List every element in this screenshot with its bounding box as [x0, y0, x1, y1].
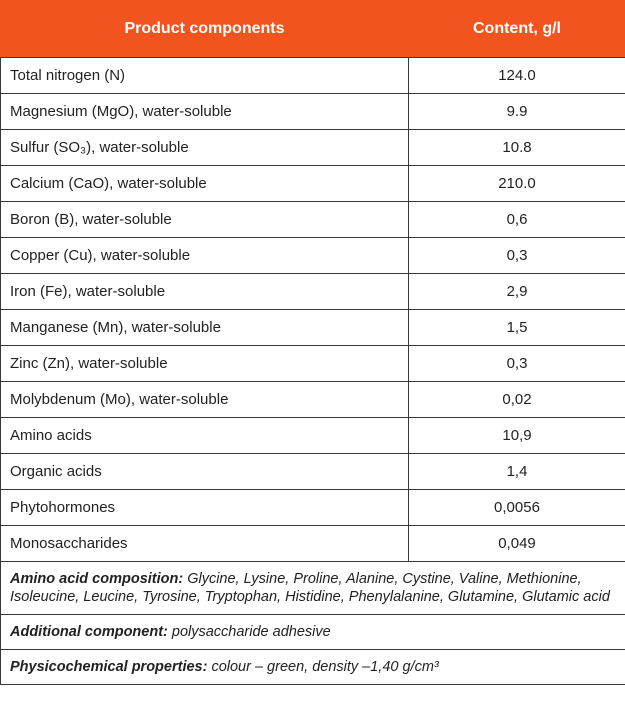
- content-cell: 124.0: [408, 57, 625, 94]
- note-label: Physicochemical properties:: [10, 659, 208, 675]
- header-cell: Product components: [0, 0, 409, 58]
- content-cell: 10,9: [408, 417, 625, 454]
- note-row: Additional component: polysaccharide adhe…: [0, 614, 625, 650]
- table-row: Monosaccharides 0,049: [0, 525, 625, 562]
- note-row: Physicochemical properties: colour – gree…: [0, 649, 625, 685]
- content-cell: 1,5: [408, 309, 625, 346]
- table-row: Copper (Cu), water-soluble 0,3: [0, 237, 625, 274]
- note-text: colour – green, density –1,40 g/cm³: [211, 659, 439, 675]
- component-cell: Sulfur (SO₃), water-soluble: [0, 129, 409, 166]
- content-cell: 0,02: [408, 381, 625, 418]
- content-cell: 10.8: [408, 129, 625, 166]
- component-cell: Phytohormones: [0, 489, 409, 526]
- content-cell: 0,3: [408, 237, 625, 274]
- table-row: Iron (Fe), water-soluble 2,9: [0, 273, 625, 310]
- note-text: Glycine, Lysine, Proline, Alanine, Cysti…: [10, 571, 610, 605]
- component-cell: Calcium (CaO), water-soluble: [0, 165, 409, 202]
- note-label: Additional component:: [10, 624, 168, 640]
- content-cell: 9.9: [408, 93, 625, 130]
- component-cell: Monosaccharides: [0, 525, 409, 562]
- header-row: Product components Content, g/l: [0, 0, 625, 58]
- header-cell: Content, g/l: [408, 0, 625, 58]
- note-row: Amino acid composition: Glycine, Lysine, …: [0, 561, 625, 615]
- component-cell: Manganese (Mn), water-soluble: [0, 309, 409, 346]
- content-cell: 210.0: [408, 165, 625, 202]
- content-cell: 0,049: [408, 525, 625, 562]
- table-body: Total nitrogen (N) 124.0 Magnesium (MgO), …: [0, 57, 625, 685]
- content-cell: 2,9: [408, 273, 625, 310]
- note-cell: Amino acid composition: Glycine, Lysine, …: [0, 561, 625, 615]
- components-table: Product components Content, g/l Total ni…: [0, 0, 625, 685]
- note-cell: Additional component: polysaccharide adhe…: [0, 614, 625, 650]
- table-row: Amino acids 10,9: [0, 417, 625, 454]
- component-cell: Total nitrogen (N): [0, 57, 409, 94]
- table-row: Magnesium (MgO), water-soluble 9.9: [0, 93, 625, 130]
- component-cell: Iron (Fe), water-soluble: [0, 273, 409, 310]
- component-cell: Zinc (Zn), water-soluble: [0, 345, 409, 382]
- content-cell: 1,4: [408, 453, 625, 490]
- table-row: Boron (B), water-soluble 0,6: [0, 201, 625, 238]
- component-cell: Organic acids: [0, 453, 409, 490]
- component-cell: Copper (Cu), water-soluble: [0, 237, 409, 274]
- table-row: Total nitrogen (N) 124.0: [0, 57, 625, 94]
- note-cell: Physicochemical properties: colour – gree…: [0, 649, 625, 685]
- table-row: Phytohormones 0,0056: [0, 489, 625, 526]
- content-cell: 0,6: [408, 201, 625, 238]
- note-label: Amino acid composition:: [10, 571, 184, 587]
- component-cell: Molybdenum (Mo), water-soluble: [0, 381, 409, 418]
- table-row: Calcium (CaO), water-soluble 210.0: [0, 165, 625, 202]
- component-cell: Amino acids: [0, 417, 409, 454]
- table-row: Manganese (Mn), water-soluble 1,5: [0, 309, 625, 346]
- table-row: Molybdenum (Mo), water-soluble 0,02: [0, 381, 625, 418]
- content-cell: 0,0056: [408, 489, 625, 526]
- note-text: polysaccharide adhesive: [171, 624, 331, 640]
- component-cell: Magnesium (MgO), water-soluble: [0, 93, 409, 130]
- content-cell: 0,3: [408, 345, 625, 382]
- table-row: Sulfur (SO₃), water-soluble 10.8: [0, 129, 625, 166]
- table-row: Organic acids 1,4: [0, 453, 625, 490]
- component-cell: Boron (B), water-soluble: [0, 201, 409, 238]
- table-row: Zinc (Zn), water-soluble 0,3: [0, 345, 625, 382]
